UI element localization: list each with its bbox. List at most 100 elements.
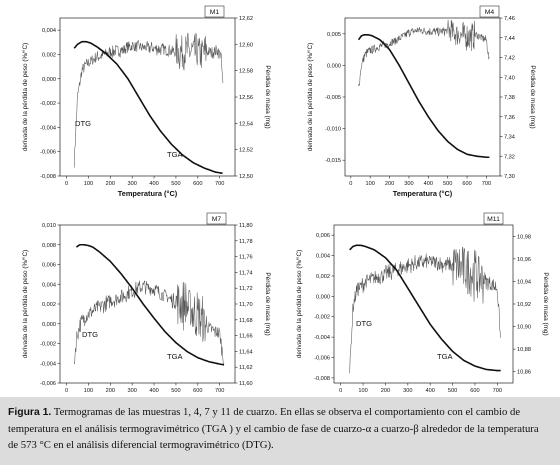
y-right-tick-label: 11,68 <box>239 318 253 324</box>
x-axis-label: Temperatura (°C) <box>393 189 453 198</box>
x-tick-label: 200 <box>385 181 394 187</box>
series-dtg-line <box>74 281 224 365</box>
y-right-axis-label: Pérdida de masa (mg) <box>264 65 271 128</box>
y-left-tick-label: 0,006 <box>316 233 330 239</box>
x-tick-label: 200 <box>106 388 115 394</box>
y-right-tick-label: 11,60 <box>239 381 253 387</box>
y-right-tick-label: 11,74 <box>239 270 253 276</box>
y-right-tick-label: 7,38 <box>504 95 515 101</box>
y-left-tick-label: -0,006 <box>314 356 330 362</box>
y-left-tick-label: -0,004 <box>40 125 56 131</box>
y-left-tick-label: -0,004 <box>314 335 330 341</box>
y-left-tick-label: -0,002 <box>40 101 56 107</box>
y-right-tick-label: 7,34 <box>504 135 515 141</box>
y-left-tick-label: -0,015 <box>325 158 341 164</box>
y-left-tick-label: 0,000 <box>42 322 56 328</box>
x-tick-label: 200 <box>381 388 390 394</box>
annotation-dtg: DTG <box>75 119 91 128</box>
y-right-tick-label: 11,76 <box>239 255 253 261</box>
x-tick-label: 300 <box>403 388 412 394</box>
y-right-axis-label: Pérdida de masa (mg) <box>529 65 536 128</box>
thermogram-figure: 0 100 200 300 400 500 600 700 -0,008 -0,006 -0,004… <box>0 0 560 397</box>
x-tick-label: 0 <box>349 181 352 187</box>
y-right-tick-label: 11,62 <box>239 365 253 371</box>
y-right-axis-label: Pérdida de masa (mg) <box>542 272 549 335</box>
x-tick-label: 700 <box>215 181 224 187</box>
series-dtg-line <box>350 247 501 373</box>
plot-frame <box>60 225 235 383</box>
sample-title: M4 <box>485 9 495 16</box>
y-left-axis-label: derivada de la pérdida de peso (%/°C) <box>21 43 29 151</box>
y-left-tick-label: -0,010 <box>325 127 341 133</box>
y-right-tick-label: 7,46 <box>504 16 515 22</box>
y-left-tick-label: -0,002 <box>40 342 56 348</box>
y-right-tick-label: 7,36 <box>504 115 515 121</box>
y-left-tick-label: 0,000 <box>316 294 330 300</box>
x-tick-label: 700 <box>215 388 224 394</box>
annotation-tga: TGA <box>167 352 184 361</box>
y-right-tick-label: 10,98 <box>517 234 531 240</box>
y-left-tick-label: -0,002 <box>314 315 330 321</box>
x-tick-label: 400 <box>149 388 158 394</box>
y-right-tick-label: 10,92 <box>517 302 531 308</box>
x-tick-label: 400 <box>424 181 433 187</box>
x-tick-label: 100 <box>84 388 93 394</box>
x-tick-label: 100 <box>366 181 375 187</box>
y-left-axis-label: derivada de la pérdida de peso (%/°C) <box>295 250 303 358</box>
x-tick-label: 0 <box>65 181 68 187</box>
x-tick-label: 500 <box>448 388 457 394</box>
chart-panel-3: 0 100 200 300 400 500 600 700-0,006-0,004-0,002… <box>21 213 271 397</box>
x-tick-label: 600 <box>193 388 202 394</box>
chart-panel-4: 0 100 200 300 400 500 600 700 -0,008 -0,006 -0,004… <box>295 213 549 397</box>
x-axis-label: Temperatura (°C) <box>118 189 178 198</box>
x-tick-label: 500 <box>171 181 180 187</box>
series-tga-line <box>359 35 490 157</box>
y-right-tick-label: 11,66 <box>239 334 253 340</box>
y-left-tick-label: 0,006 <box>42 263 56 269</box>
y-right-tick-label: 7,42 <box>504 56 515 62</box>
x-tick-label: 300 <box>128 181 137 187</box>
chart-panel-1: 0 100 200 300 400 500 600 700 -0,008 -0,006 -0,004… <box>21 6 271 198</box>
y-right-tick-label: 11,80 <box>239 223 253 229</box>
x-tick-label: 700 <box>493 388 502 394</box>
annotation-dtg: DTG <box>356 319 372 328</box>
y-right-tick-label: 7,44 <box>504 36 515 42</box>
y-right-tick-label: 7,32 <box>504 154 515 160</box>
y-left-tick-label: -0,008 <box>40 174 56 180</box>
sample-title: M1 <box>210 9 220 16</box>
y-right-tick-label: 12,56 <box>239 95 253 101</box>
chart-panel-2: 0 100 200 300 400 500 600 700 -0,015 -0,010 -0,005… <box>306 6 536 198</box>
caption-label: Figura 1. <box>8 407 51 418</box>
y-left-tick-label: 0,000 <box>42 77 56 83</box>
x-tick-label: 500 <box>171 388 180 394</box>
y-right-tick-label: 12,62 <box>239 16 253 22</box>
y-right-tick-label: 11,70 <box>239 302 253 308</box>
x-tick-label: 300 <box>128 388 137 394</box>
y-left-axis-label: derivada de la pérdida de peso (%/°C) <box>21 250 29 358</box>
x-tick-label: 600 <box>462 181 471 187</box>
y-right-tick-label: 7,40 <box>504 75 515 81</box>
series-dtg-line <box>359 20 490 86</box>
x-tick-label: 600 <box>470 388 479 394</box>
annotation-dtg: DTG <box>82 330 98 339</box>
y-right-tick-label: 12,54 <box>239 121 253 127</box>
y-left-axis-label: derivada de la pérdida de peso (%/°C) <box>306 43 314 151</box>
x-tick-label: 600 <box>193 181 202 187</box>
y-left-tick-label: 0,004 <box>42 282 56 288</box>
y-left-tick-label: -0,006 <box>40 381 56 387</box>
y-left-tick-label: 0,010 <box>42 223 56 229</box>
x-tick-label: 0 <box>65 388 68 394</box>
y-right-axis-label: Pérdida de masa (mg) <box>264 272 271 335</box>
x-tick-label: 500 <box>443 181 452 187</box>
y-right-tick-label: 11,72 <box>239 286 253 292</box>
caption-text: Termogramas de las muestras 1, 4, 7 y 11… <box>8 406 539 451</box>
y-left-tick-label: 0,002 <box>42 52 56 58</box>
y-left-tick-label: 0,000 <box>327 63 341 69</box>
y-right-tick-label: 10,96 <box>517 257 531 263</box>
y-right-tick-label: 12,58 <box>239 69 253 75</box>
x-tick-label: 700 <box>482 181 491 187</box>
y-right-tick-label: 10,86 <box>517 370 531 376</box>
y-left-tick-label: 0,002 <box>42 302 56 308</box>
y-right-tick-label: 10,94 <box>517 279 531 285</box>
y-right-tick-label: 11,78 <box>239 239 253 245</box>
